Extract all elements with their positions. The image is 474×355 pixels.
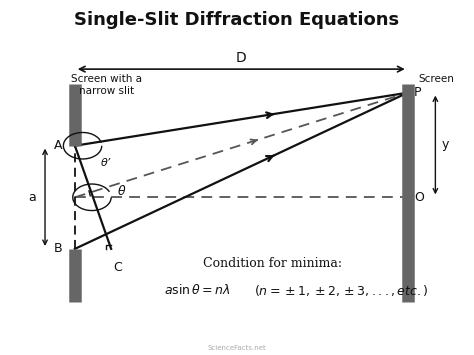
- Text: θ: θ: [118, 185, 125, 198]
- Text: Screen with a: Screen with a: [71, 74, 142, 84]
- Text: Condition for minima:: Condition for minima:: [203, 257, 342, 270]
- Text: Single-Slit Diffraction Equations: Single-Slit Diffraction Equations: [74, 11, 400, 29]
- Text: narrow slit: narrow slit: [79, 86, 134, 95]
- Text: A: A: [54, 139, 62, 152]
- Text: a: a: [28, 191, 36, 204]
- Text: P: P: [414, 86, 421, 99]
- Text: O: O: [414, 191, 424, 204]
- Text: $a \sin\theta = n\lambda$: $a \sin\theta = n\lambda$: [164, 283, 231, 297]
- Text: Screen: Screen: [418, 74, 454, 84]
- Text: ScienceFacts.net: ScienceFacts.net: [208, 345, 266, 351]
- Text: D: D: [236, 51, 246, 65]
- Text: C: C: [113, 261, 122, 274]
- Text: B: B: [54, 242, 62, 255]
- Text: θ’: θ’: [100, 158, 111, 168]
- Text: y: y: [442, 138, 449, 152]
- Text: $(n = \pm1, \pm2, \pm3,..., etc.)$: $(n = \pm1, \pm2, \pm3,..., etc.)$: [254, 283, 428, 297]
